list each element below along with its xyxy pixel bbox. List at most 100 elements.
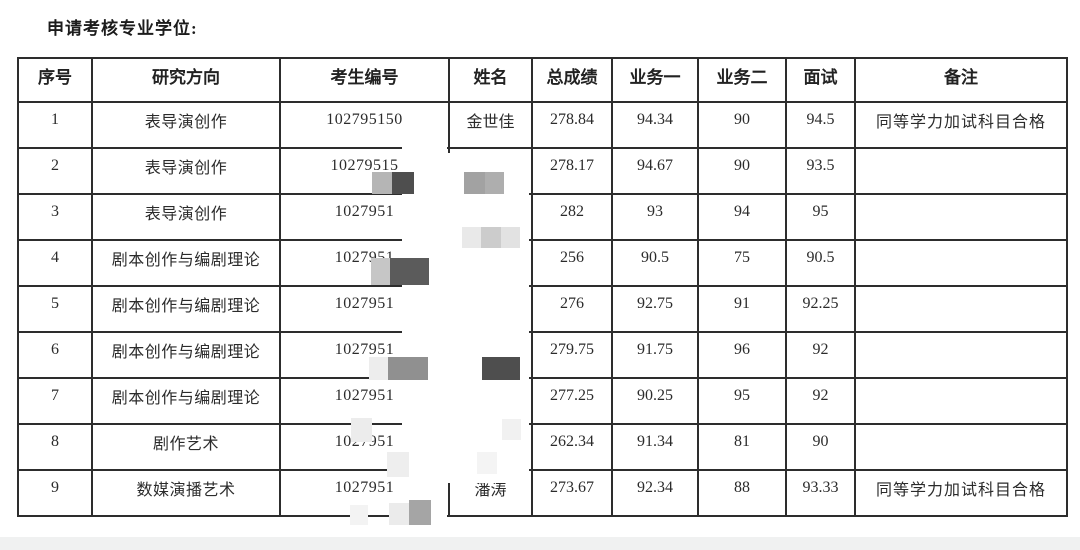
page-bottom-margin [0,537,1080,550]
table-row: 9 数媒演播艺术 1027951 潘涛 273.67 92.34 88 93.33 同等学力加试… [17,469,1068,517]
cell-no: 6 [17,331,93,379]
cell-remark [854,239,1068,287]
mosaic-redaction [372,172,392,194]
cell-biz1: 94.67 [611,147,699,195]
cell-total: 277.25 [531,377,613,425]
cell-remark [854,147,1068,195]
table-row: 1 表导演创作 102795150 金世佳 278.84 94.34 90 94.5 同等学力加… [17,101,1068,149]
cell-biz2: 95 [697,377,787,425]
cell-biz2: 88 [697,469,787,517]
cell-biz1: 94.34 [611,101,699,149]
cell-biz2: 90 [697,147,787,195]
cell-remark [854,423,1068,471]
col-header-interview: 面试 [785,57,856,103]
col-header-total: 总成绩 [531,57,613,103]
table-row: 7 剧本创作与编剧理论 1027951 277.25 90.25 95 92 [17,377,1068,425]
cell-biz1: 90.25 [611,377,699,425]
table-row: 5 剧本创作与编剧理论 1027951 276 92.75 91 92.25 [17,285,1068,333]
cell-remark [854,285,1068,333]
col-header-biz2: 业务二 [697,57,787,103]
cell-interview: 92 [785,331,856,379]
cell-no: 5 [17,285,93,333]
mosaic-redaction [371,258,390,285]
cell-direction: 剧本创作与编剧理论 [91,377,281,425]
cell-biz1: 90.5 [611,239,699,287]
table-row: 4 剧本创作与编剧理论 1027951 256 90.5 75 90.5 [17,239,1068,287]
cell-no: 9 [17,469,93,517]
mosaic-redaction [482,357,520,380]
mosaic-redaction [462,227,481,248]
mosaic-redaction [477,452,497,474]
page-title: 申请考核专业学位: [47,19,198,38]
cell-direction: 表导演创作 [91,193,281,241]
table-row: 2 表导演创作 10279515 278.17 94.67 90 93.5 [17,147,1068,195]
table-body: 1 表导演创作 102795150 金世佳 278.84 94.34 90 94.5 同等学力加… [17,101,1068,517]
cell-no: 4 [17,239,93,287]
cell-biz1: 92.34 [611,469,699,517]
cell-total: 276 [531,285,613,333]
mosaic-redaction [350,505,368,525]
cell-biz1: 91.34 [611,423,699,471]
mosaic-redaction [389,503,409,525]
col-header-candidate_no: 考生编号 [279,57,450,103]
cell-direction: 剧作艺术 [91,423,281,471]
cell-no: 7 [17,377,93,425]
mosaic-redaction [464,172,485,194]
mosaic-redaction [409,500,431,525]
cell-total: 278.17 [531,147,613,195]
table-row: 3 表导演创作 1027951 282 93 94 95 [17,193,1068,241]
cell-total: 279.75 [531,331,613,379]
cell-biz2: 81 [697,423,787,471]
mosaic-redaction [390,258,429,285]
cell-biz1: 91.75 [611,331,699,379]
col-header-name: 姓名 [448,57,533,103]
col-header-remark: 备注 [854,57,1068,103]
cell-total: 256 [531,239,613,287]
mosaic-redaction [502,419,521,440]
cell-total: 262.34 [531,423,613,471]
cell-no: 2 [17,147,93,195]
mosaic-redaction [351,418,372,442]
cell-interview: 92.25 [785,285,856,333]
cell-remark: 同等学力加试科目合格 [854,469,1068,517]
cell-biz2: 94 [697,193,787,241]
cell-no: 3 [17,193,93,241]
cell-interview: 93.33 [785,469,856,517]
cell-biz2: 90 [697,101,787,149]
cell-remark [854,193,1068,241]
cell-interview: 90 [785,423,856,471]
cell-interview: 90.5 [785,239,856,287]
cell-direction: 剧本创作与编剧理论 [91,285,281,333]
cell-name: 金世佳 [448,101,533,149]
cell-direction: 剧本创作与编剧理论 [91,239,281,287]
cell-total: 282 [531,193,613,241]
cell-interview: 95 [785,193,856,241]
cell-interview: 94.5 [785,101,856,149]
col-header-biz1: 业务一 [611,57,699,103]
cell-interview: 92 [785,377,856,425]
cell-direction: 表导演创作 [91,101,281,149]
mosaic-redaction [388,357,428,380]
col-header-no: 序号 [17,57,93,103]
table-row: 6 剧本创作与编剧理论 1027951 279.75 91.75 96 92 [17,331,1068,379]
cell-biz2: 96 [697,331,787,379]
mosaic-redaction [369,357,388,380]
mosaic-redaction [387,452,409,477]
mosaic-redaction [485,172,504,194]
mosaic-redaction [481,227,501,248]
mosaic-redaction [501,227,520,248]
cell-biz1: 92.75 [611,285,699,333]
results-table: 序号 研究方向 考生编号 姓名 总成绩 业务一 业务二 面试 备注 1 表导演创作 10279515… [17,57,1068,517]
mosaic-redaction [392,172,414,194]
cell-direction: 数媒演播艺术 [91,469,281,517]
cell-biz2: 75 [697,239,787,287]
cell-total: 273.67 [531,469,613,517]
cell-biz2: 91 [697,285,787,333]
cell-direction: 表导演创作 [91,147,281,195]
col-header-direction: 研究方向 [91,57,281,103]
cell-total: 278.84 [531,101,613,149]
cell-no: 8 [17,423,93,471]
cell-direction: 剧本创作与编剧理论 [91,331,281,379]
cell-remark: 同等学力加试科目合格 [854,101,1068,149]
